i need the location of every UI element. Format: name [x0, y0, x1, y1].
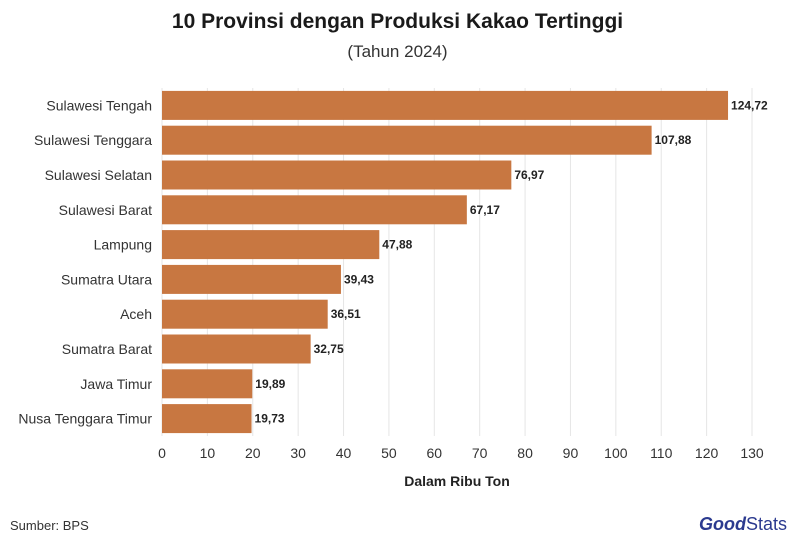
- bar: [162, 125, 652, 155]
- bar: [162, 160, 512, 190]
- category-label: Sulawesi Tengah: [46, 97, 152, 113]
- x-tick-labels: 0 10 20 30 40 50 60 70 80 90 100 110 120 130: [158, 445, 764, 461]
- value-label: 47,88: [382, 238, 412, 252]
- bar: [162, 90, 729, 120]
- value-label: 76,97: [514, 168, 544, 182]
- x-tick-label: 90: [563, 445, 579, 461]
- x-tick-label: 0: [158, 445, 166, 461]
- value-label: 107,88: [655, 133, 692, 147]
- x-tick-label: 110: [650, 445, 673, 461]
- x-tick-label: 40: [336, 445, 352, 461]
- category-label: Aceh: [120, 306, 152, 322]
- x-tick-label: 30: [290, 445, 306, 461]
- bar: [162, 334, 311, 364]
- bar: [162, 404, 252, 434]
- bar: [162, 230, 380, 260]
- x-tick-label: 130: [740, 445, 764, 461]
- value-label: 32,75: [314, 342, 344, 356]
- x-tick-label: 50: [381, 445, 397, 461]
- category-label: Nusa Tenggara Timur: [18, 411, 152, 427]
- value-label: 67,17: [470, 203, 500, 217]
- value-label: 39,43: [344, 272, 374, 286]
- x-tick-label: 120: [695, 445, 719, 461]
- x-tick-label: 100: [604, 445, 628, 461]
- category-label: Jawa Timur: [80, 376, 152, 392]
- value-label: 19,89: [255, 377, 285, 391]
- x-tick-label: 20: [245, 445, 261, 461]
- bar: [162, 264, 341, 294]
- category-label: Sulawesi Tenggara: [34, 132, 152, 148]
- x-tick-label: 60: [427, 445, 443, 461]
- source-note: Sumber: BPS: [10, 518, 89, 533]
- bars: [162, 90, 729, 434]
- bar: [162, 195, 467, 225]
- bar: [162, 299, 328, 329]
- value-label: 124,72: [731, 98, 768, 112]
- category-label: Sulawesi Selatan: [45, 167, 152, 183]
- chart-subtitle: (Tahun 2024): [347, 42, 448, 61]
- goodstats-logo: GoodStats: [698, 514, 787, 534]
- value-labels: 124,72 107,88 76,97 67,17 47,88 39,43 36,51 32,…: [255, 98, 769, 425]
- category-label: Lampung: [94, 237, 152, 253]
- bar: [162, 369, 253, 399]
- value-label: 36,51: [331, 307, 361, 321]
- category-labels: Sulawesi Tengah Sulawesi Tenggara Sulawesi…: [18, 97, 152, 426]
- value-label: 19,73: [255, 412, 285, 426]
- category-label: Sumatra Barat: [62, 341, 152, 357]
- chart-title: 10 Provinsi dengan Produksi Kakao Tertin…: [171, 10, 624, 33]
- x-tick-label: 70: [472, 445, 488, 461]
- x-tick-label: 80: [517, 445, 533, 461]
- category-label: Sulawesi Barat: [59, 202, 152, 218]
- x-axis-label: Dalam Ribu Ton: [404, 473, 510, 489]
- category-label: Sumatra Utara: [61, 271, 152, 287]
- x-tick-label: 10: [200, 445, 216, 461]
